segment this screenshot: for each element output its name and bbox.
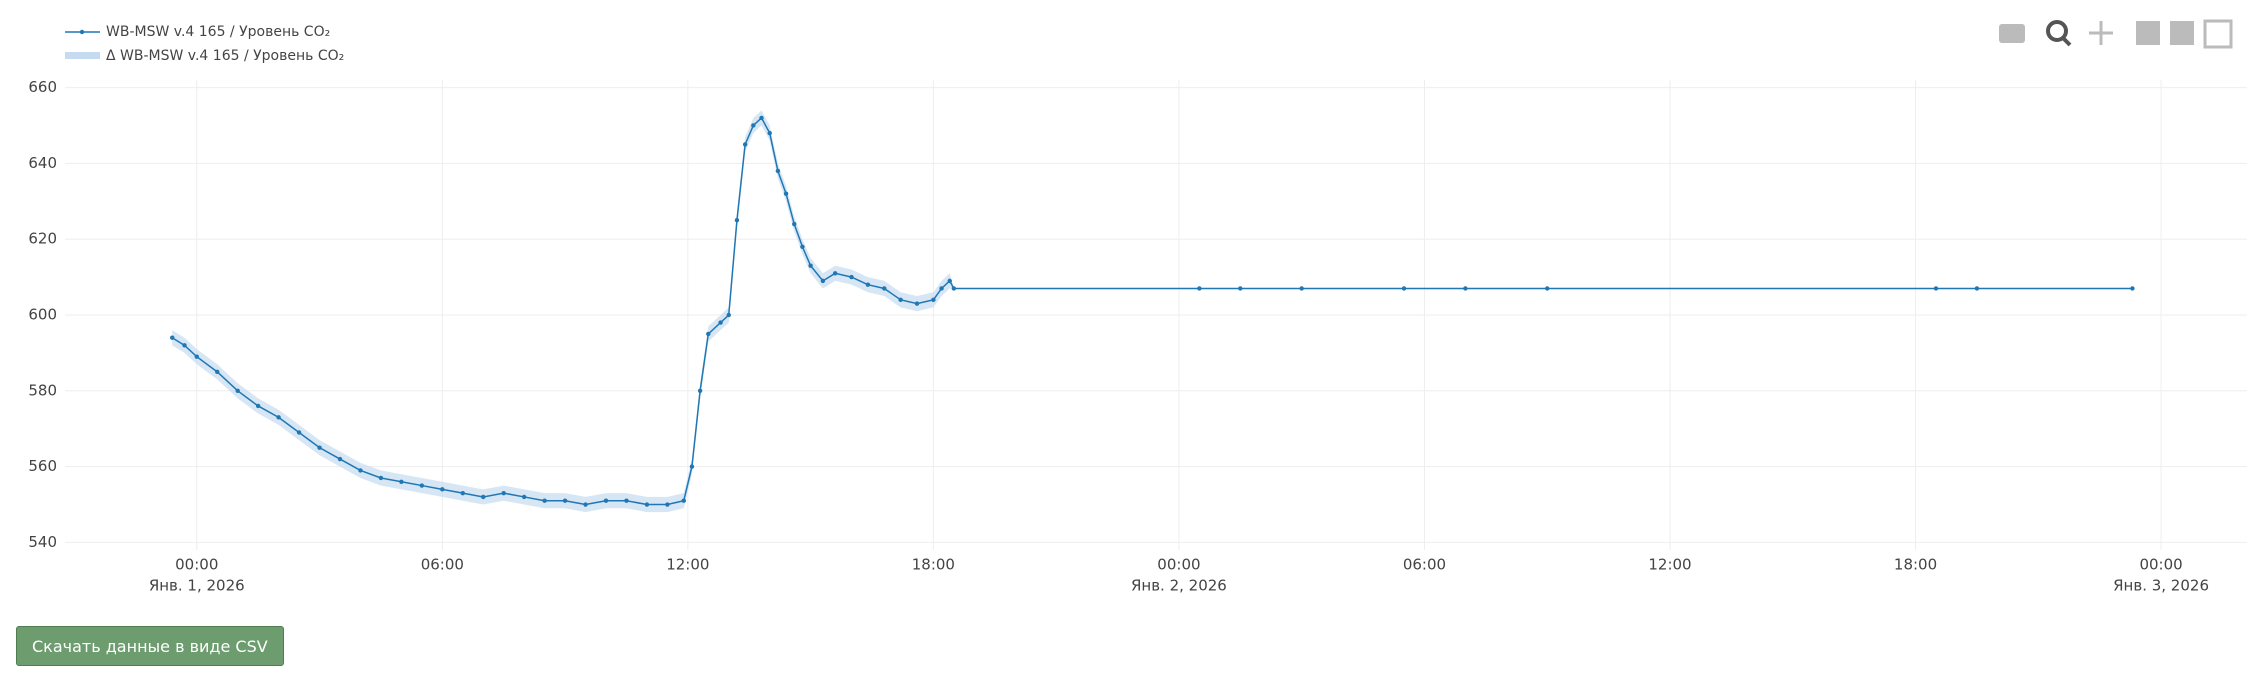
point bbox=[697, 388, 703, 394]
download-csv-button[interactable]: Скачать данные в виде CSV bbox=[16, 626, 284, 666]
x-date-label: Янв. 3, 2026 bbox=[2113, 577, 2209, 595]
point bbox=[1238, 286, 1243, 291]
point bbox=[542, 498, 547, 503]
y-tick-label: 580 bbox=[28, 381, 57, 399]
point bbox=[194, 354, 199, 359]
x-date-label: Янв. 2, 2026 bbox=[1131, 577, 1227, 595]
point bbox=[914, 301, 920, 306]
legend-label: WB-MSW v.4 165 / Уровень CO₂ bbox=[106, 24, 330, 40]
point bbox=[399, 479, 404, 484]
point bbox=[1197, 286, 1202, 291]
point bbox=[317, 445, 322, 450]
point bbox=[931, 297, 936, 303]
point bbox=[624, 498, 629, 503]
point bbox=[681, 498, 686, 503]
point bbox=[276, 415, 281, 420]
point bbox=[775, 168, 781, 174]
legend-swatch bbox=[79, 29, 85, 35]
x-tick-label: 00:00 bbox=[175, 556, 218, 574]
point bbox=[583, 502, 588, 507]
point bbox=[481, 494, 486, 500]
point bbox=[1299, 286, 1304, 291]
point bbox=[951, 286, 957, 291]
point bbox=[235, 388, 240, 394]
point bbox=[832, 271, 838, 276]
x-tick-label: 00:00 bbox=[1157, 556, 1200, 574]
toolbar bbox=[1999, 19, 2233, 49]
point bbox=[562, 498, 568, 503]
camera-icon[interactable] bbox=[1999, 24, 2025, 43]
zoom-out-icon[interactable] bbox=[2170, 21, 2194, 45]
legend-label: Δ WB-MSW v.4 165 / Уровень CO₂ bbox=[106, 48, 344, 64]
x-tick-label: 18:00 bbox=[1894, 556, 1937, 574]
pan-icon[interactable] bbox=[2089, 21, 2113, 45]
point bbox=[337, 456, 343, 462]
point bbox=[1974, 286, 1980, 291]
point bbox=[767, 130, 772, 136]
point bbox=[460, 490, 465, 496]
x-tick-label: 12:00 bbox=[666, 556, 709, 574]
point bbox=[751, 123, 756, 128]
zoom-icon[interactable] bbox=[2046, 20, 2068, 42]
point bbox=[419, 483, 425, 488]
y-tick-label: 620 bbox=[28, 230, 57, 248]
point bbox=[808, 263, 813, 268]
point bbox=[865, 282, 871, 287]
point bbox=[689, 464, 695, 469]
x-tick-label: 18:00 bbox=[912, 556, 955, 574]
point bbox=[939, 286, 944, 291]
point bbox=[734, 218, 740, 223]
y-tick-label: 660 bbox=[28, 78, 57, 96]
point bbox=[882, 286, 887, 291]
y-tick-label: 560 bbox=[28, 457, 57, 475]
point bbox=[182, 343, 187, 348]
point bbox=[1933, 286, 1939, 291]
point bbox=[1463, 286, 1468, 291]
point bbox=[706, 331, 711, 337]
y-tick-label: 540 bbox=[28, 533, 57, 551]
point bbox=[440, 487, 445, 492]
legend-swatch bbox=[65, 52, 100, 59]
point bbox=[742, 142, 748, 147]
x-tick-label: 00:00 bbox=[2139, 556, 2182, 574]
x-date-label: Янв. 1, 2026 bbox=[149, 577, 245, 595]
point bbox=[1401, 286, 1407, 291]
chart: 540 560 580 600 620 640 660 00:00 06:00 12:00 18:0… bbox=[28, 19, 2247, 595]
point bbox=[820, 278, 826, 284]
point bbox=[255, 403, 261, 409]
point bbox=[898, 297, 903, 303]
point bbox=[1545, 286, 1550, 291]
point bbox=[521, 494, 527, 500]
zoom-in-icon[interactable] bbox=[2136, 21, 2160, 45]
reset-icon[interactable] bbox=[2203, 19, 2233, 49]
point bbox=[726, 312, 731, 318]
error-band bbox=[172, 110, 2133, 513]
point bbox=[2130, 286, 2135, 291]
point bbox=[603, 498, 609, 503]
point bbox=[718, 320, 723, 325]
x-tick-label: 06:00 bbox=[421, 556, 464, 574]
point bbox=[358, 468, 363, 473]
y-tick-label: 640 bbox=[28, 154, 57, 172]
point bbox=[759, 115, 764, 121]
point bbox=[783, 191, 789, 196]
point bbox=[296, 430, 302, 435]
point bbox=[800, 244, 805, 249]
x-tick-label: 06:00 bbox=[1403, 556, 1446, 574]
point bbox=[792, 221, 797, 227]
point bbox=[378, 475, 384, 481]
y-tick-label: 600 bbox=[28, 306, 57, 324]
point bbox=[170, 335, 175, 340]
point bbox=[665, 502, 670, 507]
point bbox=[644, 502, 650, 507]
line bbox=[171, 116, 2133, 506]
x-tick-label: 12:00 bbox=[1648, 556, 1691, 574]
point bbox=[215, 369, 220, 375]
point bbox=[849, 274, 854, 280]
point bbox=[947, 278, 952, 284]
point bbox=[501, 490, 506, 496]
